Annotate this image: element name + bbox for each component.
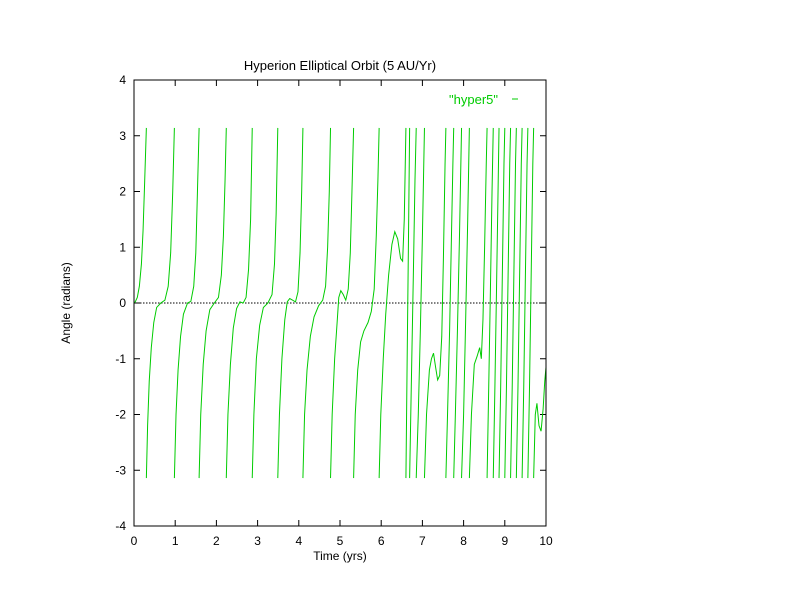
y-tick-label-3: -1 <box>115 352 126 366</box>
y-tick-label-0: -4 <box>115 519 126 533</box>
y-tick-label-1: -3 <box>115 463 126 477</box>
x-tick-label-8: 8 <box>460 534 467 548</box>
y-tick-label-8: 4 <box>119 73 126 87</box>
series-0-segment-18 <box>468 127 488 479</box>
series-0-segment-24 <box>515 127 523 479</box>
series-0-segment-22 <box>504 127 512 479</box>
series-0-segment-25 <box>521 127 529 479</box>
x-tick-label-0: 0 <box>131 534 138 548</box>
series-0-segment-3 <box>198 127 227 479</box>
series-0-segment-16 <box>453 127 463 479</box>
series-layer <box>133 127 547 479</box>
y-axis-label: Angle (radians) <box>59 262 73 343</box>
y-tick-label-7: 3 <box>119 129 126 143</box>
series-0-segment-19 <box>486 127 494 479</box>
legend: "hyper5" <box>449 92 518 107</box>
series-0-segment-2 <box>173 127 200 479</box>
series-0-segment-7 <box>302 127 332 479</box>
x-tick-label-2: 2 <box>213 534 220 548</box>
y-tick-label-2: -2 <box>115 408 126 422</box>
series-0-segment-14 <box>423 127 447 479</box>
series-0-segment-1 <box>145 127 175 479</box>
series-0 <box>133 127 547 479</box>
y-tick-label-6: 2 <box>119 185 126 199</box>
x-tick-label-3: 3 <box>254 534 261 548</box>
x-tick-label-6: 6 <box>378 534 385 548</box>
series-0-segment-27 <box>533 367 547 479</box>
x-tick-label-5: 5 <box>337 534 344 548</box>
x-tick-label-9: 9 <box>501 534 508 548</box>
x-tick-label-7: 7 <box>419 534 426 548</box>
series-0-segment-9 <box>353 127 380 479</box>
legend-label: "hyper5" <box>449 92 498 107</box>
series-0-segment-5 <box>251 127 279 479</box>
series-0-segment-12 <box>409 127 417 479</box>
series-0-segment-23 <box>510 127 517 479</box>
series-0-segment-13 <box>415 127 425 479</box>
axis-ticks: 0 1 2 3 4 5 6 7 8 9 10 -4 -3 -2 -1 0 1 2 3 4 <box>115 73 553 548</box>
series-0-segment-20 <box>492 127 500 479</box>
series-0-segment-4 <box>225 127 253 479</box>
y-tick-label-5: 1 <box>119 240 126 254</box>
x-tick-label-4: 4 <box>295 534 302 548</box>
series-0-segment-10 <box>378 127 407 479</box>
series-0-segment-17 <box>461 127 470 479</box>
series-0-segment-21 <box>498 127 506 479</box>
series-0-segment-15 <box>445 127 455 479</box>
plot-frame <box>133 79 547 527</box>
y-tick-label-4: 0 <box>119 296 126 310</box>
series-0-segment-11 <box>405 127 411 479</box>
series-0-segment-26 <box>527 127 535 479</box>
series-0-segment-8 <box>330 127 355 479</box>
chart-title: Hyperion Elliptical Orbit (5 AU/Yr) <box>244 58 436 73</box>
x-tick-label-1: 1 <box>172 534 179 548</box>
x-axis-label: Time (yrs) <box>313 549 367 563</box>
x-tick-label-10: 10 <box>539 534 553 548</box>
series-0-segment-6 <box>277 127 304 479</box>
series-0-segment-0 <box>133 127 147 304</box>
